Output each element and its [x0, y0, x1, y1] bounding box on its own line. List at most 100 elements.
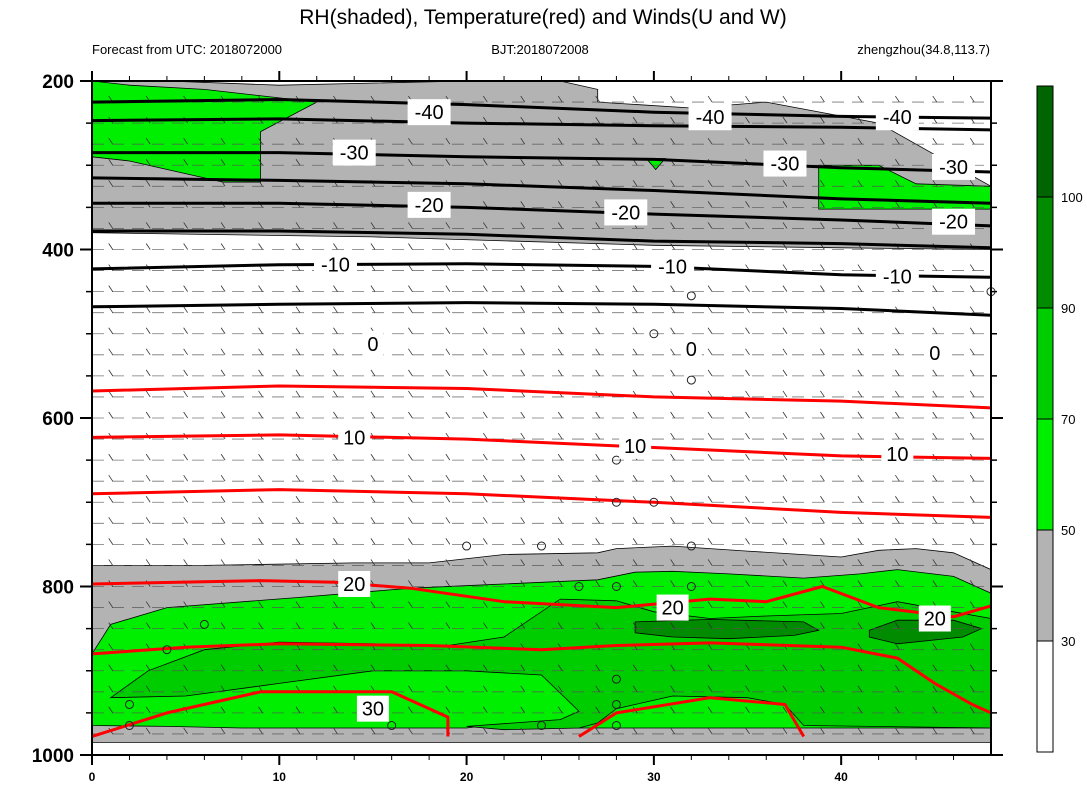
wind-barb-26-5 — [295, 622, 301, 629]
wind-barb-19-18 — [782, 474, 788, 482]
wind-barb-25-20 — [857, 601, 863, 608]
wind-barb-23-9 — [445, 559, 451, 566]
wind-barb-8-5 — [295, 243, 301, 250]
wind-barb-18-18 — [782, 453, 788, 461]
contour--20-5 — [92, 229, 991, 250]
wind-barb-7-16 — [707, 222, 713, 229]
wind-barb-15-7 — [370, 390, 376, 398]
wind-barb-31-3 — [220, 727, 226, 735]
wind-barb-19-19 — [820, 474, 825, 482]
wind-barb-5-3 — [220, 180, 226, 187]
wind-barb-20-1 — [145, 496, 151, 503]
wind-barb-22-2 — [183, 538, 188, 545]
wind-barb-12-3 — [220, 327, 226, 334]
wind-barb-4-2 — [183, 159, 188, 166]
wind-barb-20-21 — [895, 496, 900, 503]
wind-barb-6-18 — [782, 201, 788, 208]
wind-barb-25-16 — [707, 601, 713, 608]
wind-barb-16-8 — [408, 411, 413, 419]
wind-barb-29-21 — [895, 685, 900, 693]
wind-barb-26-4 — [258, 622, 263, 629]
wind-barb-6-12 — [557, 201, 563, 208]
wind-barb-22-22 — [932, 538, 938, 545]
wind-barb-23-13 — [595, 559, 601, 566]
wind-barb-17-13 — [595, 432, 601, 440]
wind-barb-22-17 — [745, 538, 750, 545]
wind-barb-14-15 — [670, 369, 675, 377]
wind-barb-10-19 — [820, 285, 825, 292]
wind-barb-21-15 — [670, 517, 675, 524]
wind-barb-10-4 — [258, 285, 263, 292]
calm-marker-8 — [686, 541, 696, 551]
wind-barb-17-22 — [932, 432, 938, 440]
wind-barb-25-4 — [258, 601, 263, 608]
wind-barb-6-13 — [595, 201, 601, 208]
wind-barb-3-22 — [932, 137, 938, 145]
wind-barb-1-10 — [482, 95, 488, 103]
contour-10-9 — [92, 433, 991, 460]
wind-barb-31-11 — [520, 727, 526, 735]
wind-barb-26-15 — [670, 622, 675, 629]
wind-barb-4-12 — [557, 159, 563, 166]
wind-barb-16-22 — [932, 411, 938, 419]
calm-marker-15 — [611, 699, 621, 709]
contour--10-6 — [92, 262, 991, 279]
calm-marker-14 — [124, 699, 134, 709]
wind-barb-31-10 — [482, 727, 488, 735]
wind-barb-5-2 — [183, 180, 188, 187]
wind-barb-25-1 — [145, 601, 151, 608]
wind-barb-25-18 — [782, 601, 788, 608]
wind-barb-28-21 — [895, 664, 900, 671]
wind-barb-28-19 — [820, 664, 825, 671]
wind-barb-27-22 — [932, 643, 938, 650]
wind-barb-30-10 — [482, 706, 488, 714]
contour-label-20: 20 — [924, 609, 946, 631]
wind-barb-25-0 — [108, 601, 114, 608]
wind-barb-5-22 — [932, 180, 938, 187]
wind-barb-15-17 — [745, 390, 750, 398]
wind-barb-19-4 — [258, 474, 263, 482]
colorbar-label-3: 90 — [1061, 301, 1075, 316]
wind-barb-30-12 — [557, 706, 563, 714]
wind-barb-1-14 — [632, 95, 638, 103]
wind-barb-19-23 — [969, 474, 975, 482]
wind-barb-12-16 — [707, 327, 713, 334]
wind-barb-20-6 — [333, 496, 338, 503]
wind-barb-1-18 — [782, 95, 788, 103]
wind-barb-21-14 — [632, 517, 638, 524]
wind-barb-12-23 — [969, 327, 975, 334]
wind-barb-11-3 — [220, 306, 226, 313]
wind-barb-20-2 — [183, 496, 188, 503]
wind-barb-19-14 — [632, 474, 638, 482]
wind-barb-16-6 — [333, 411, 338, 419]
wind-barb-10-9 — [445, 285, 451, 292]
wind-barb-20-5 — [295, 496, 301, 503]
wind-barb-15-20 — [857, 390, 863, 398]
wind-barb-4-3 — [220, 159, 226, 166]
wind-barb-8-13 — [595, 243, 601, 250]
wind-barb-21-23 — [969, 517, 975, 524]
wind-barb-22-0 — [108, 538, 114, 545]
wind-barb-14-20 — [857, 369, 863, 377]
wind-barb-15-19 — [820, 390, 825, 398]
wind-barb-29-19 — [820, 685, 825, 693]
wind-barb-31-8 — [408, 727, 413, 735]
wind-barb-9-19 — [820, 264, 825, 271]
wind-barb-8-14 — [632, 243, 638, 250]
wind-barb-30-4 — [258, 706, 263, 714]
wind-barb-5-23 — [969, 180, 975, 187]
wind-barb-25-6 — [333, 601, 338, 608]
wind-barb-21-4 — [258, 517, 263, 524]
wind-barb-23-23 — [969, 559, 975, 566]
wind-barb-21-7 — [370, 517, 376, 524]
wind-barb-13-17 — [745, 348, 750, 356]
contour-label-10: -10 — [658, 256, 687, 278]
wind-barb-14-4 — [258, 369, 263, 377]
wind-barb-2-19 — [820, 116, 825, 124]
wind-barb-2-15 — [670, 116, 675, 124]
wind-barb-28-0 — [108, 664, 114, 671]
wind-barb-10-0 — [108, 285, 114, 292]
wind-barb-28-16 — [707, 664, 713, 671]
wind-barb-3-10 — [482, 137, 488, 145]
wind-barb-6-21 — [895, 201, 900, 208]
